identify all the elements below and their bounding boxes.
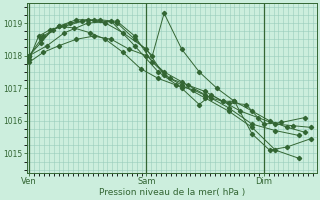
X-axis label: Pression niveau de la mer( hPa ): Pression niveau de la mer( hPa ) (99, 188, 245, 197)
